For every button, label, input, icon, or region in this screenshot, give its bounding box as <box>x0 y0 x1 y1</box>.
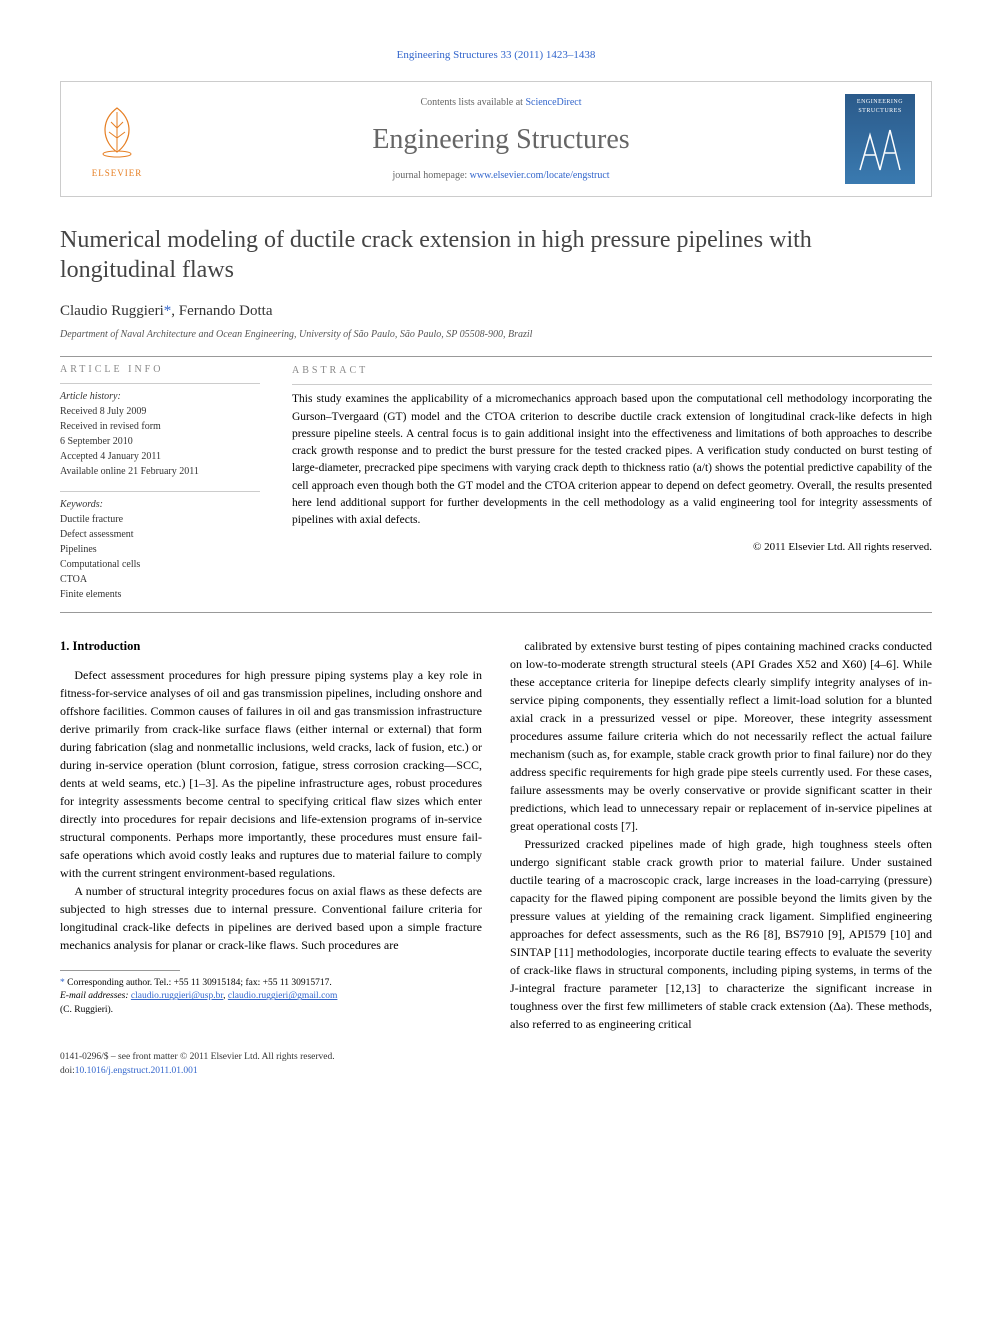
section-1-heading: 1. Introduction <box>60 637 482 656</box>
masthead: ELSEVIER Contents lists available at Sci… <box>60 81 932 197</box>
homepage-line: journal homepage: www.elsevier.com/locat… <box>157 169 845 183</box>
keyword-3: Computational cells <box>60 557 260 572</box>
keyword-1: Defect assessment <box>60 527 260 542</box>
accepted-date: Accepted 4 January 2011 <box>60 449 260 464</box>
affiliation: Department of Naval Architecture and Oce… <box>60 328 932 342</box>
homepage-link[interactable]: www.elsevier.com/locate/engstruct <box>470 170 610 181</box>
rule-top <box>60 356 932 357</box>
footnote-email-suffix: (C. Ruggieri). <box>60 1005 113 1015</box>
keywords-label: Keywords: <box>60 498 260 512</box>
abstract-copyright: © 2011 Elsevier Ltd. All rights reserved… <box>292 539 932 556</box>
info-divider-2 <box>60 491 260 492</box>
abstract-text: This study examines the applicability of… <box>292 391 932 529</box>
footnote-email-1[interactable]: claudio.ruggieri@usp.br <box>131 991 223 1001</box>
body-columns: 1. Introduction Defect assessment proced… <box>60 637 932 1033</box>
abstract-heading: ABSTRACT <box>292 363 932 378</box>
corresponding-footnote: * Corresponding author. Tel.: +55 11 309… <box>60 977 482 1017</box>
doi-link[interactable]: 10.1016/j.engstruct.2011.01.001 <box>75 1066 198 1076</box>
history-label: Article history: <box>60 390 260 404</box>
article-info: ARTICLE INFO Article history: Received 8… <box>60 363 260 602</box>
footnote-email-2[interactable]: claudio.ruggieri@gmail.com <box>228 991 338 1001</box>
masthead-center: Contents lists available at ScienceDirec… <box>157 96 845 183</box>
footnote-separator <box>60 970 180 971</box>
body-p4: Pressurized cracked pipelines made of hi… <box>510 835 932 1033</box>
body-p2: A number of structural integrity procedu… <box>60 882 482 954</box>
contents-prefix: Contents lists available at <box>420 97 525 108</box>
authors: Claudio Ruggieri*, Fernando Dotta <box>60 301 932 322</box>
keywords-block: Keywords: Ductile fracture Defect assess… <box>60 498 260 602</box>
info-divider-1 <box>60 383 260 384</box>
rule-bottom <box>60 612 932 613</box>
contents-available-line: Contents lists available at ScienceDirec… <box>157 96 845 110</box>
article-info-heading: ARTICLE INFO <box>60 363 260 377</box>
cover-art-icon <box>855 115 905 175</box>
body-p1: Defect assessment procedures for high pr… <box>60 666 482 882</box>
footnote-email-label: E-mail addresses: <box>60 991 131 1001</box>
elsevier-tree-icon <box>87 100 147 160</box>
article-title: Numerical modeling of ductile crack exte… <box>60 225 932 285</box>
sciencedirect-link[interactable]: ScienceDirect <box>525 97 581 108</box>
author-2: , Fernando Dotta <box>171 303 272 319</box>
footer-copyright-line: 0141-0296/$ – see front matter © 2011 El… <box>60 1051 335 1064</box>
footer-left: 0141-0296/$ – see front matter © 2011 El… <box>60 1051 335 1078</box>
header-citation: Engineering Structures 33 (2011) 1423–14… <box>60 48 932 63</box>
page-footer: 0141-0296/$ – see front matter © 2011 El… <box>60 1051 932 1078</box>
doi-prefix: doi: <box>60 1066 75 1076</box>
revised-date-2: 6 September 2010 <box>60 434 260 449</box>
publisher-name: ELSEVIER <box>77 167 157 180</box>
publisher-logo-block: ELSEVIER <box>77 100 157 180</box>
revised-date-1: Received in revised form <box>60 419 260 434</box>
keyword-2: Pipelines <box>60 542 260 557</box>
keyword-5: Finite elements <box>60 587 260 602</box>
journal-cover-thumb: ENGINEERING STRUCTURES <box>845 94 915 184</box>
footer-doi-line: doi:10.1016/j.engstruct.2011.01.001 <box>60 1065 335 1078</box>
footnote-corr-text: Corresponding author. Tel.: +55 11 30915… <box>65 978 332 988</box>
author-1: Claudio Ruggieri <box>60 303 164 319</box>
abstract-divider <box>292 384 932 385</box>
homepage-prefix: journal homepage: <box>392 170 469 181</box>
keyword-0: Ductile fracture <box>60 512 260 527</box>
keyword-4: CTOA <box>60 572 260 587</box>
journal-name: Engineering Structures <box>157 120 845 159</box>
cover-label: ENGINEERING STRUCTURES <box>845 98 915 115</box>
received-date: Received 8 July 2009 <box>60 404 260 419</box>
online-date: Available online 21 February 2011 <box>60 464 260 479</box>
body-p3: calibrated by extensive burst testing of… <box>510 637 932 835</box>
abstract: ABSTRACT This study examines the applica… <box>292 363 932 602</box>
